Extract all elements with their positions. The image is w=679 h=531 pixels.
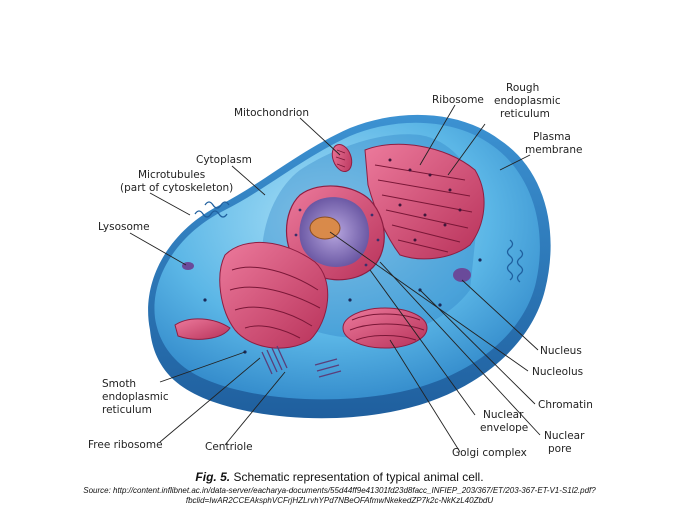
vesicle — [453, 268, 471, 282]
label-golgi-complex: Golgi complex — [452, 447, 527, 459]
label-smooth-er-3: reticulum — [102, 404, 152, 416]
label-centriole: Centriole — [205, 441, 253, 453]
label-smooth-er-1: Smoth — [102, 378, 136, 390]
lysosome — [182, 262, 194, 270]
label-smooth-er-2: endoplasmic — [102, 391, 169, 403]
label-plasma-membrane-1: Plasma — [533, 131, 571, 143]
label-plasma-membrane-2: membrane — [525, 144, 582, 156]
golgi-complex — [342, 307, 428, 349]
leader-lines — [129, 104, 541, 453]
label-cytoplasm: Cytoplasm — [196, 154, 252, 166]
animal-cell-diagram: Ribosome Rough endoplasmic reticulum Mit… — [88, 82, 593, 459]
label-rough-er-3: reticulum — [500, 108, 550, 120]
figure-title: Fig. 5. Schematic representation of typi… — [0, 470, 679, 484]
figure-text: Schematic representation of typical anim… — [233, 470, 484, 484]
label-rough-er-2: endoplasmic — [494, 95, 561, 107]
label-free-ribosome: Free ribosome — [88, 439, 163, 451]
label-nuclear-envelope-2: envelope — [480, 422, 528, 434]
mitochondrion — [331, 143, 353, 173]
labels: Ribosome Rough endoplasmic reticulum Mit… — [88, 82, 593, 459]
label-nuclear-envelope-1: Nuclear — [483, 409, 524, 421]
label-mitochondrion: Mitochondrion — [234, 107, 309, 119]
label-microtubules-2: (part of cytoskeleton) — [120, 182, 233, 194]
figure-caption: Fig. 5. Schematic representation of typi… — [0, 470, 679, 506]
rough-endoplasmic-reticulum — [364, 143, 485, 260]
microtubules — [194, 201, 524, 283]
label-nucleus: Nucleus — [540, 345, 582, 357]
label-nuclear-pore-2: pore — [548, 443, 572, 455]
label-chromatin: Chromatin — [538, 399, 593, 411]
label-ribosome: Ribosome — [432, 94, 484, 106]
label-microtubules-1: Microtubules — [138, 169, 205, 181]
figure-number: Fig. 5. — [195, 470, 231, 484]
centriole — [261, 345, 342, 378]
label-lysosome: Lysosome — [98, 221, 150, 233]
golgi-left — [174, 318, 231, 340]
label-nucleolus: Nucleolus — [532, 366, 583, 378]
label-nuclear-pore-1: Nuclear — [544, 430, 585, 442]
label-rough-er-1: Rough — [506, 82, 539, 94]
figure-source: Source: http://content.inflibnet.ac.in/d… — [83, 486, 596, 505]
smooth-endoplasmic-reticulum — [219, 241, 329, 349]
